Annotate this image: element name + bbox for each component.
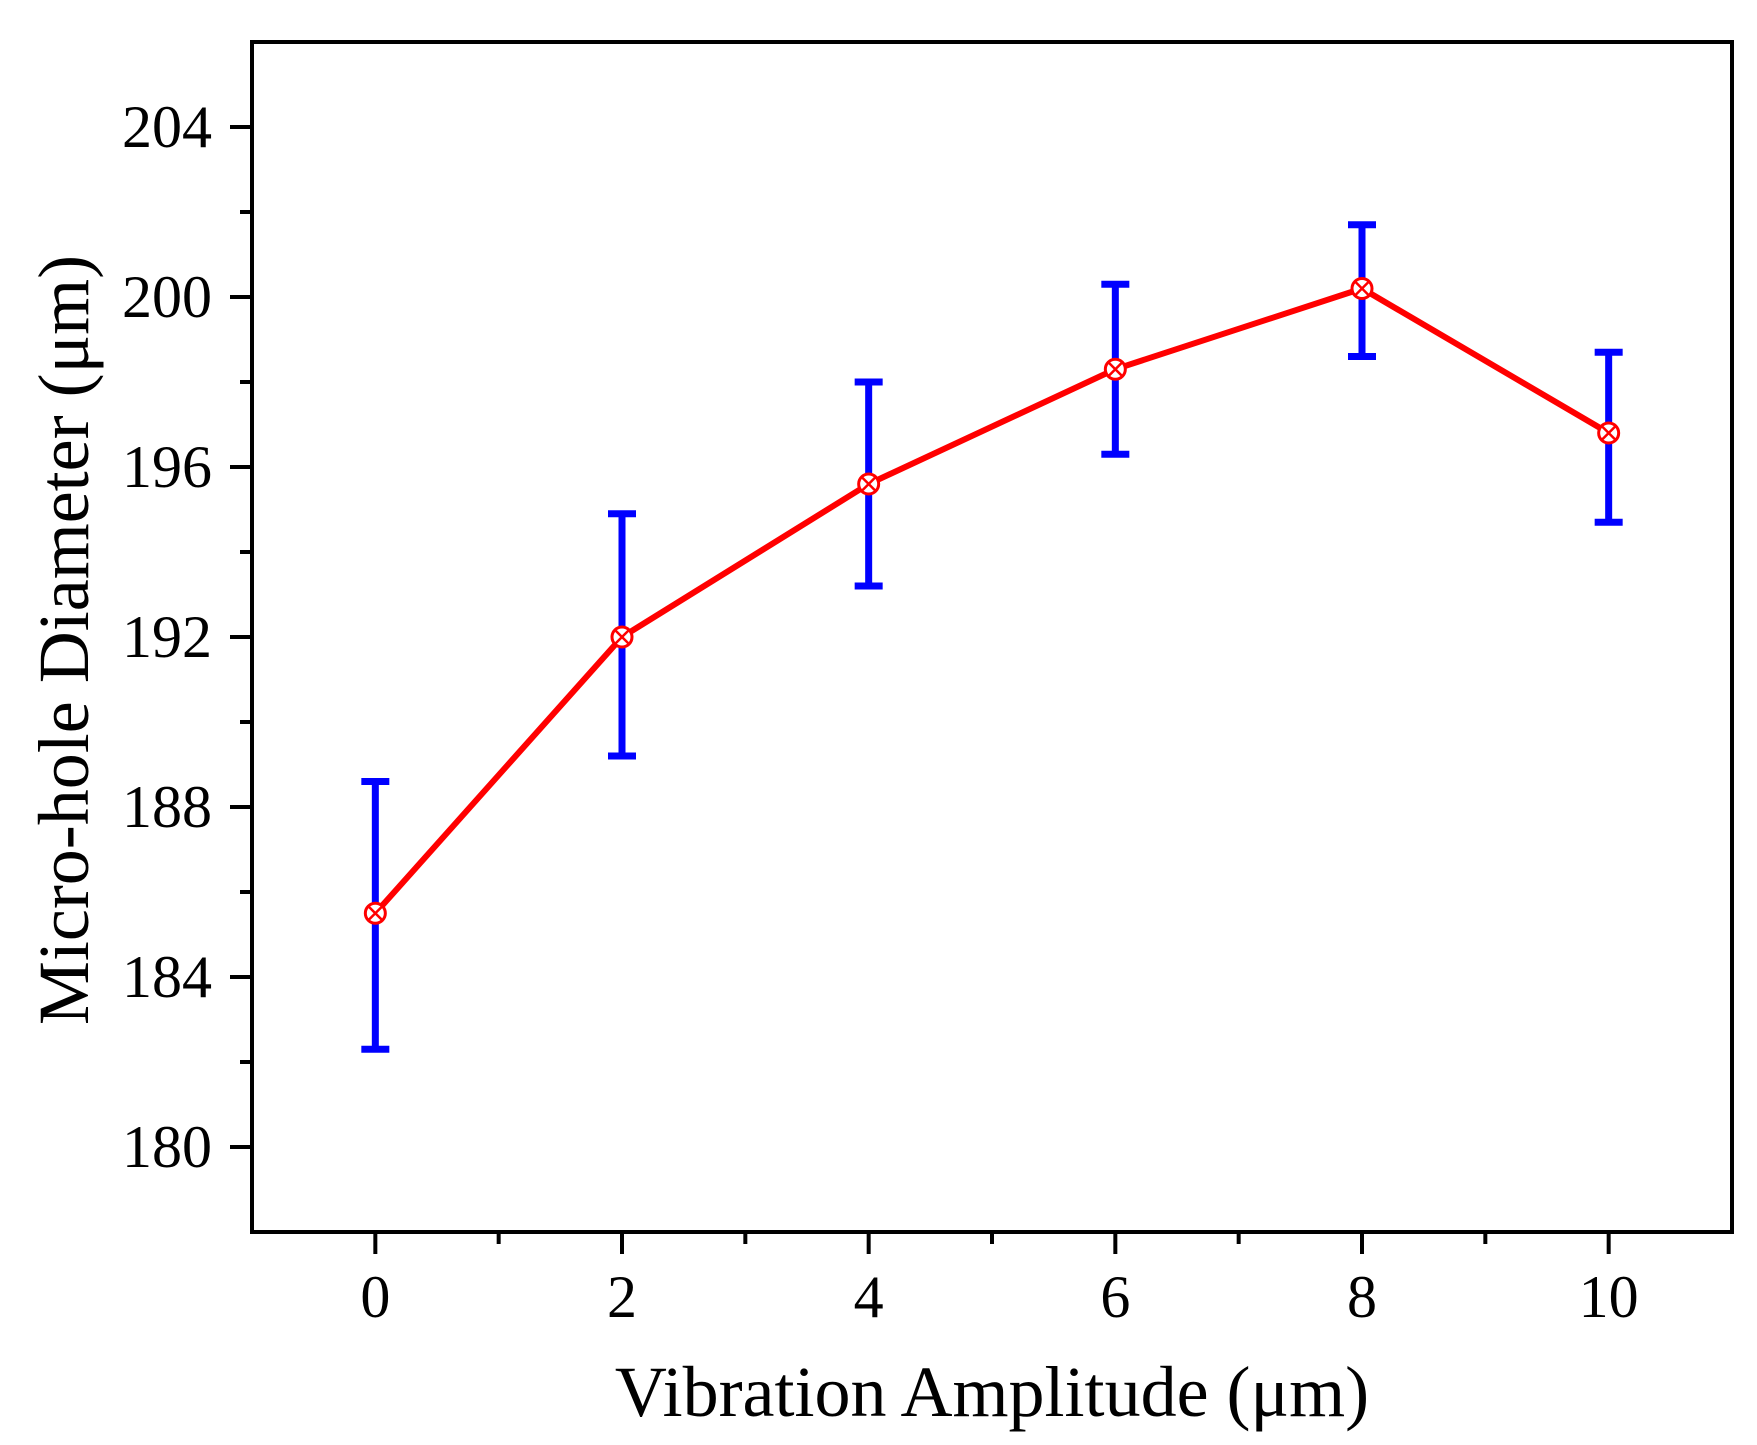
- y-axis-title: Micro-hole Diameter (μm): [24, 255, 104, 1025]
- y-axis-tick-labels: 180 184 188 192 196 200 204: [122, 94, 212, 1180]
- data-point-marker: [1103, 357, 1127, 381]
- y-tick-label: 188: [122, 774, 212, 840]
- x-axis-tick-labels: 0 2 4 6 8 10: [360, 1264, 1638, 1330]
- x-tick-label: 10: [1579, 1264, 1639, 1330]
- data-markers: [363, 277, 1621, 925]
- y-tick-label: 196: [122, 434, 212, 500]
- data-point-marker: [610, 625, 634, 649]
- data-point-marker: [363, 901, 387, 925]
- series-line: [373, 285, 1611, 916]
- x-tick-label: 2: [607, 1264, 637, 1330]
- marker-cross: [1107, 361, 1124, 378]
- x-axis-title: Vibration Amplitude (μm): [615, 1352, 1369, 1432]
- marker-cross: [614, 629, 630, 645]
- y-axis-ticks: [230, 125, 252, 1149]
- marker-cross: [367, 905, 384, 922]
- data-point-marker: [857, 472, 881, 496]
- y-tick-label: 180: [122, 1114, 212, 1180]
- x-tick-label: 4: [854, 1264, 884, 1330]
- x-axis-ticks: [373, 1232, 1611, 1254]
- y-tick-label: 184: [122, 944, 212, 1010]
- x-tick-label: 0: [360, 1264, 390, 1330]
- plot-frame: [250, 40, 1734, 1234]
- error-bars: [361, 221, 1623, 1053]
- y-tick-label: 200: [122, 264, 212, 330]
- data-point-marker: [1597, 421, 1621, 445]
- data-point-marker: [1350, 277, 1374, 300]
- x-tick-label: 6: [1100, 1264, 1130, 1330]
- marker-cross: [1600, 425, 1617, 441]
- y-tick-label: 192: [122, 604, 212, 670]
- marker-cross: [1354, 280, 1370, 297]
- marker-cross: [860, 476, 877, 492]
- x-tick-label: 8: [1347, 1264, 1377, 1330]
- y-tick-label: 204: [122, 94, 212, 160]
